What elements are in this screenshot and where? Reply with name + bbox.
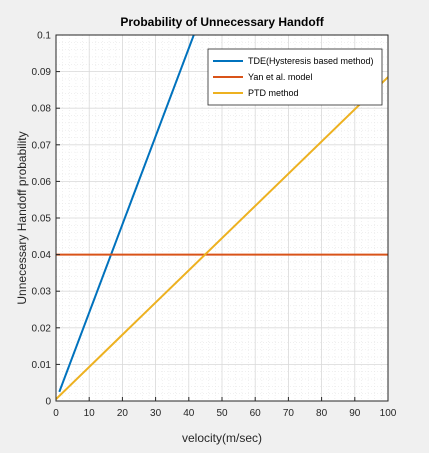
y-axis-label: Unnecessary Handoff probability — [15, 131, 29, 304]
legend-label-1: TDE(Hysteresis based method) — [248, 56, 374, 66]
x-tick-label: 70 — [283, 408, 295, 419]
x-tick-label: 50 — [216, 408, 228, 419]
y-tick-label: 0.09 — [32, 67, 52, 78]
x-tick-label: 20 — [117, 408, 129, 419]
y-tick-label: 0.06 — [32, 177, 52, 188]
x-tick-label: 0 — [53, 408, 59, 419]
x-tick-label: 40 — [183, 408, 195, 419]
chart-title: Probability of Unnecessary Handoff — [120, 15, 324, 29]
x-tick-label: 80 — [316, 408, 328, 419]
y-tick-label: 0.07 — [32, 140, 52, 151]
y-tick-label: 0.02 — [32, 323, 52, 334]
legend: TDE(Hysteresis based method) Yan et al. m… — [207, 48, 383, 106]
legend-label-3: PTD method — [248, 88, 299, 98]
x-tick-label: 30 — [150, 408, 162, 419]
series-lines — [56, 35, 388, 400]
y-tick-label: 0.04 — [32, 250, 52, 261]
axis-ticks: 0 10 20 30 40 50 60 70 80 90 100 0 0.01 0.02 0.03 0.04 0… — [32, 31, 397, 420]
legend-label-2: Yan et al. model — [248, 72, 312, 82]
y-tick-label: 0.05 — [32, 214, 52, 225]
y-tick-label: 0 — [45, 397, 51, 408]
y-tick-label: 0.1 — [37, 31, 51, 42]
x-tick-label: 60 — [250, 408, 262, 419]
x-axis-label: velocity(m/sec) — [182, 431, 262, 445]
series-line-1 — [58, 35, 195, 393]
y-tick-label: 0.08 — [32, 104, 52, 115]
x-tick-label: 10 — [84, 408, 96, 419]
x-tick-label: 90 — [349, 408, 361, 419]
series-line-3 — [56, 76, 388, 400]
y-tick-label: 0.01 — [32, 360, 52, 371]
x-tick-label: 100 — [380, 408, 397, 419]
y-tick-label: 0.03 — [32, 287, 52, 298]
